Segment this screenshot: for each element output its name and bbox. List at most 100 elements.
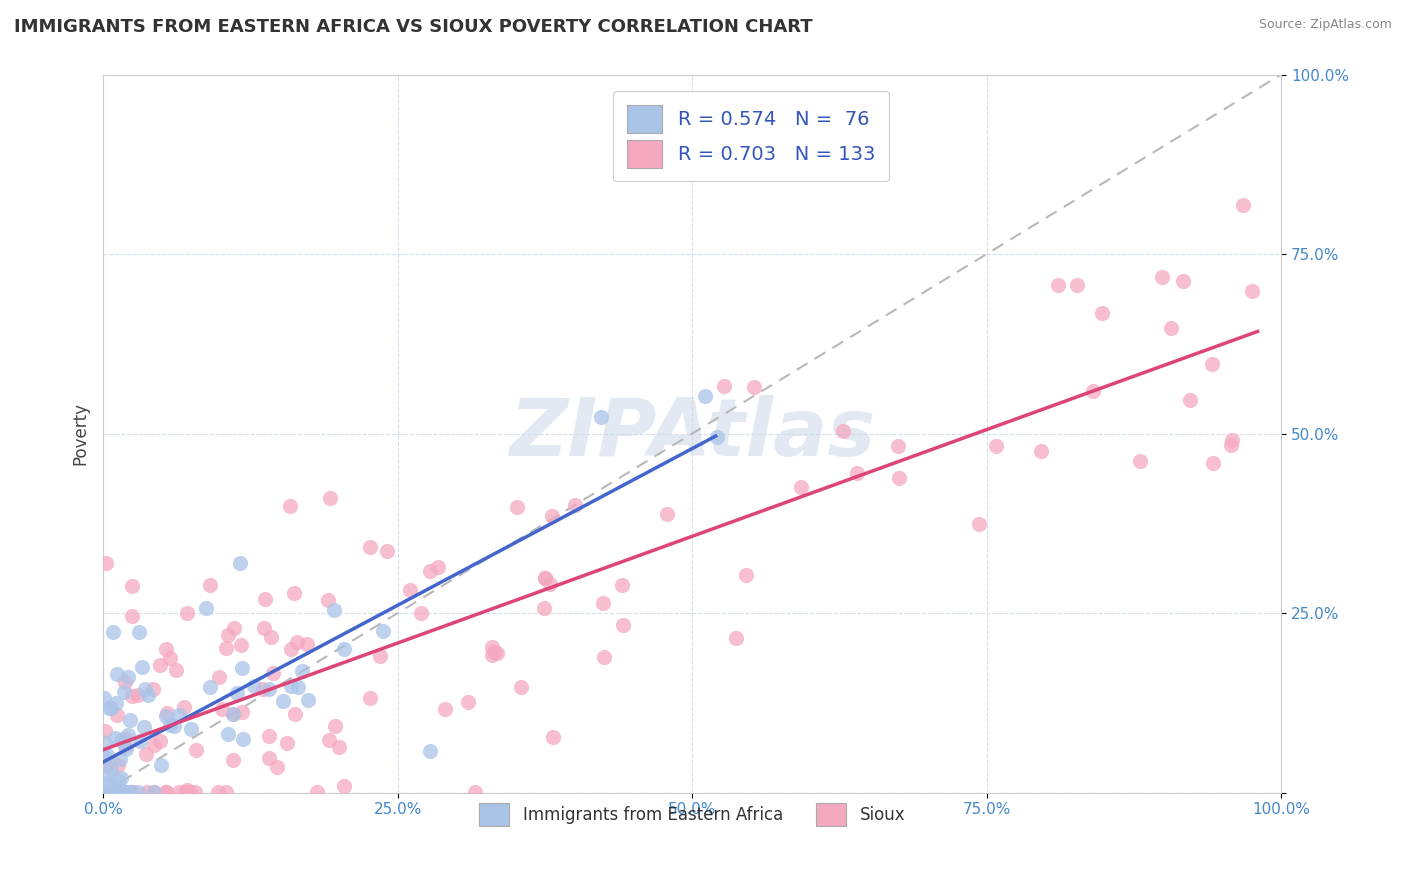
Point: [222, 622, 245, 636]
Point: [252, 682, 274, 697]
Point: [173, 700, 195, 714]
Point: [655, 507, 678, 521]
Point: [482, 645, 505, 659]
Point: [725, 631, 748, 645]
Point: [433, 701, 456, 715]
Point: [232, 731, 254, 746]
Point: [1160, 320, 1182, 334]
Point: [359, 540, 381, 554]
Point: [846, 466, 869, 480]
Point: [207, 785, 229, 799]
Point: [108, 785, 131, 799]
Point: [226, 686, 249, 700]
Point: [1220, 438, 1243, 452]
Point: [229, 556, 252, 570]
Point: [259, 729, 281, 743]
Point: [419, 565, 441, 579]
Point: [121, 689, 143, 703]
Point: [143, 739, 166, 753]
Point: [93, 785, 115, 799]
Point: [107, 785, 129, 799]
Point: [540, 508, 562, 523]
Point: [510, 681, 533, 695]
Point: [149, 734, 172, 748]
Point: [257, 681, 280, 696]
Point: [332, 779, 354, 793]
Point: [280, 500, 302, 514]
Point: [742, 380, 765, 394]
Point: [143, 785, 166, 799]
Point: [135, 785, 157, 799]
Point: [184, 785, 207, 799]
Point: [94, 785, 117, 799]
Point: [254, 592, 277, 607]
Point: [103, 625, 125, 640]
Point: [592, 596, 614, 610]
Point: [231, 638, 253, 652]
Point: [198, 680, 221, 694]
Point: [419, 744, 441, 758]
Point: [179, 785, 201, 799]
Point: [176, 606, 198, 620]
Point: [1047, 278, 1070, 293]
Point: [94, 557, 117, 571]
Point: [127, 785, 149, 799]
Point: [734, 567, 756, 582]
Point: [280, 679, 302, 693]
Point: [96, 748, 118, 763]
Point: [283, 586, 305, 600]
Point: [217, 726, 239, 740]
Text: ZIPAtlas: ZIPAtlas: [509, 394, 876, 473]
Point: [790, 480, 813, 494]
Point: [262, 665, 284, 680]
Point: [176, 782, 198, 797]
Point: [305, 785, 328, 799]
Point: [505, 500, 527, 514]
Point: [1201, 357, 1223, 371]
Point: [155, 785, 177, 799]
Point: [127, 688, 149, 702]
Point: [117, 670, 139, 684]
Point: [368, 648, 391, 663]
Point: [169, 785, 191, 799]
Point: [93, 724, 115, 739]
Point: [98, 785, 121, 799]
Point: [222, 753, 245, 767]
Point: [1173, 274, 1195, 288]
Point: [371, 624, 394, 638]
Point: [481, 648, 503, 662]
Point: [155, 709, 177, 723]
Point: [222, 706, 245, 721]
Point: [117, 728, 139, 742]
Point: [128, 625, 150, 640]
Point: [163, 719, 186, 733]
Point: [984, 439, 1007, 453]
Point: [110, 785, 132, 799]
Point: [1129, 454, 1152, 468]
Point: [115, 785, 138, 799]
Point: [114, 785, 136, 799]
Point: [375, 544, 398, 558]
Point: [98, 778, 121, 792]
Point: [159, 651, 181, 665]
Point: [174, 785, 197, 799]
Point: [136, 689, 159, 703]
Point: [97, 785, 120, 799]
Point: [316, 592, 339, 607]
Point: [328, 739, 350, 754]
Point: [93, 690, 115, 705]
Point: [409, 606, 432, 620]
Point: [114, 739, 136, 754]
Point: [332, 642, 354, 657]
Point: [107, 758, 129, 772]
Point: [887, 439, 910, 453]
Point: [464, 785, 486, 799]
Point: [359, 691, 381, 706]
Point: [533, 601, 555, 615]
Point: [94, 776, 117, 790]
Point: [134, 681, 156, 696]
Point: [211, 701, 233, 715]
Point: [142, 785, 165, 799]
Point: [180, 723, 202, 737]
Point: [110, 772, 132, 786]
